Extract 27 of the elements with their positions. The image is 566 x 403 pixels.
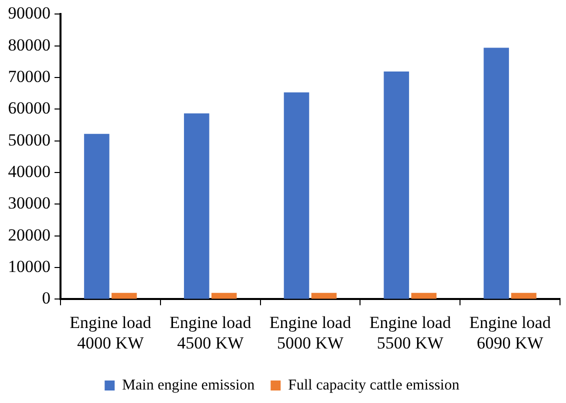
bar [484, 48, 509, 299]
bar [311, 292, 337, 299]
y-tick-label: 70000 [8, 67, 50, 86]
y-tick-label: 50000 [8, 130, 50, 150]
y-tick-label: 0 [42, 288, 50, 308]
y-tick-label: 80000 [8, 35, 50, 54]
y-tick-label: 40000 [8, 162, 50, 181]
y-tick-label: 10000 [8, 257, 50, 276]
bar [84, 134, 110, 299]
y-tick-label: 90000 [8, 4, 50, 23]
legend-label: Full capacity cattle emission [288, 377, 460, 394]
x-tick-label: Engine load 6090 KW [469, 312, 552, 352]
x-tick-label: Engine load 4000 KW [70, 312, 152, 352]
y-tick-label: 20000 [8, 225, 50, 244]
bar [211, 292, 237, 299]
bar [112, 292, 137, 299]
bar [184, 113, 210, 299]
legend-label: Main engine emission [122, 377, 256, 394]
bar [284, 92, 310, 299]
y-tick-label: 30000 [8, 194, 50, 213]
bar [411, 292, 437, 299]
x-tick-label: Engine load 4500 KW [170, 312, 252, 352]
y-tick-label: 60000 [8, 98, 50, 118]
bar [511, 292, 536, 299]
x-tick-label: Engine load 5000 KW [269, 312, 352, 352]
x-tick-label: Engine load 5500 KW [369, 312, 452, 352]
bar [384, 72, 410, 299]
